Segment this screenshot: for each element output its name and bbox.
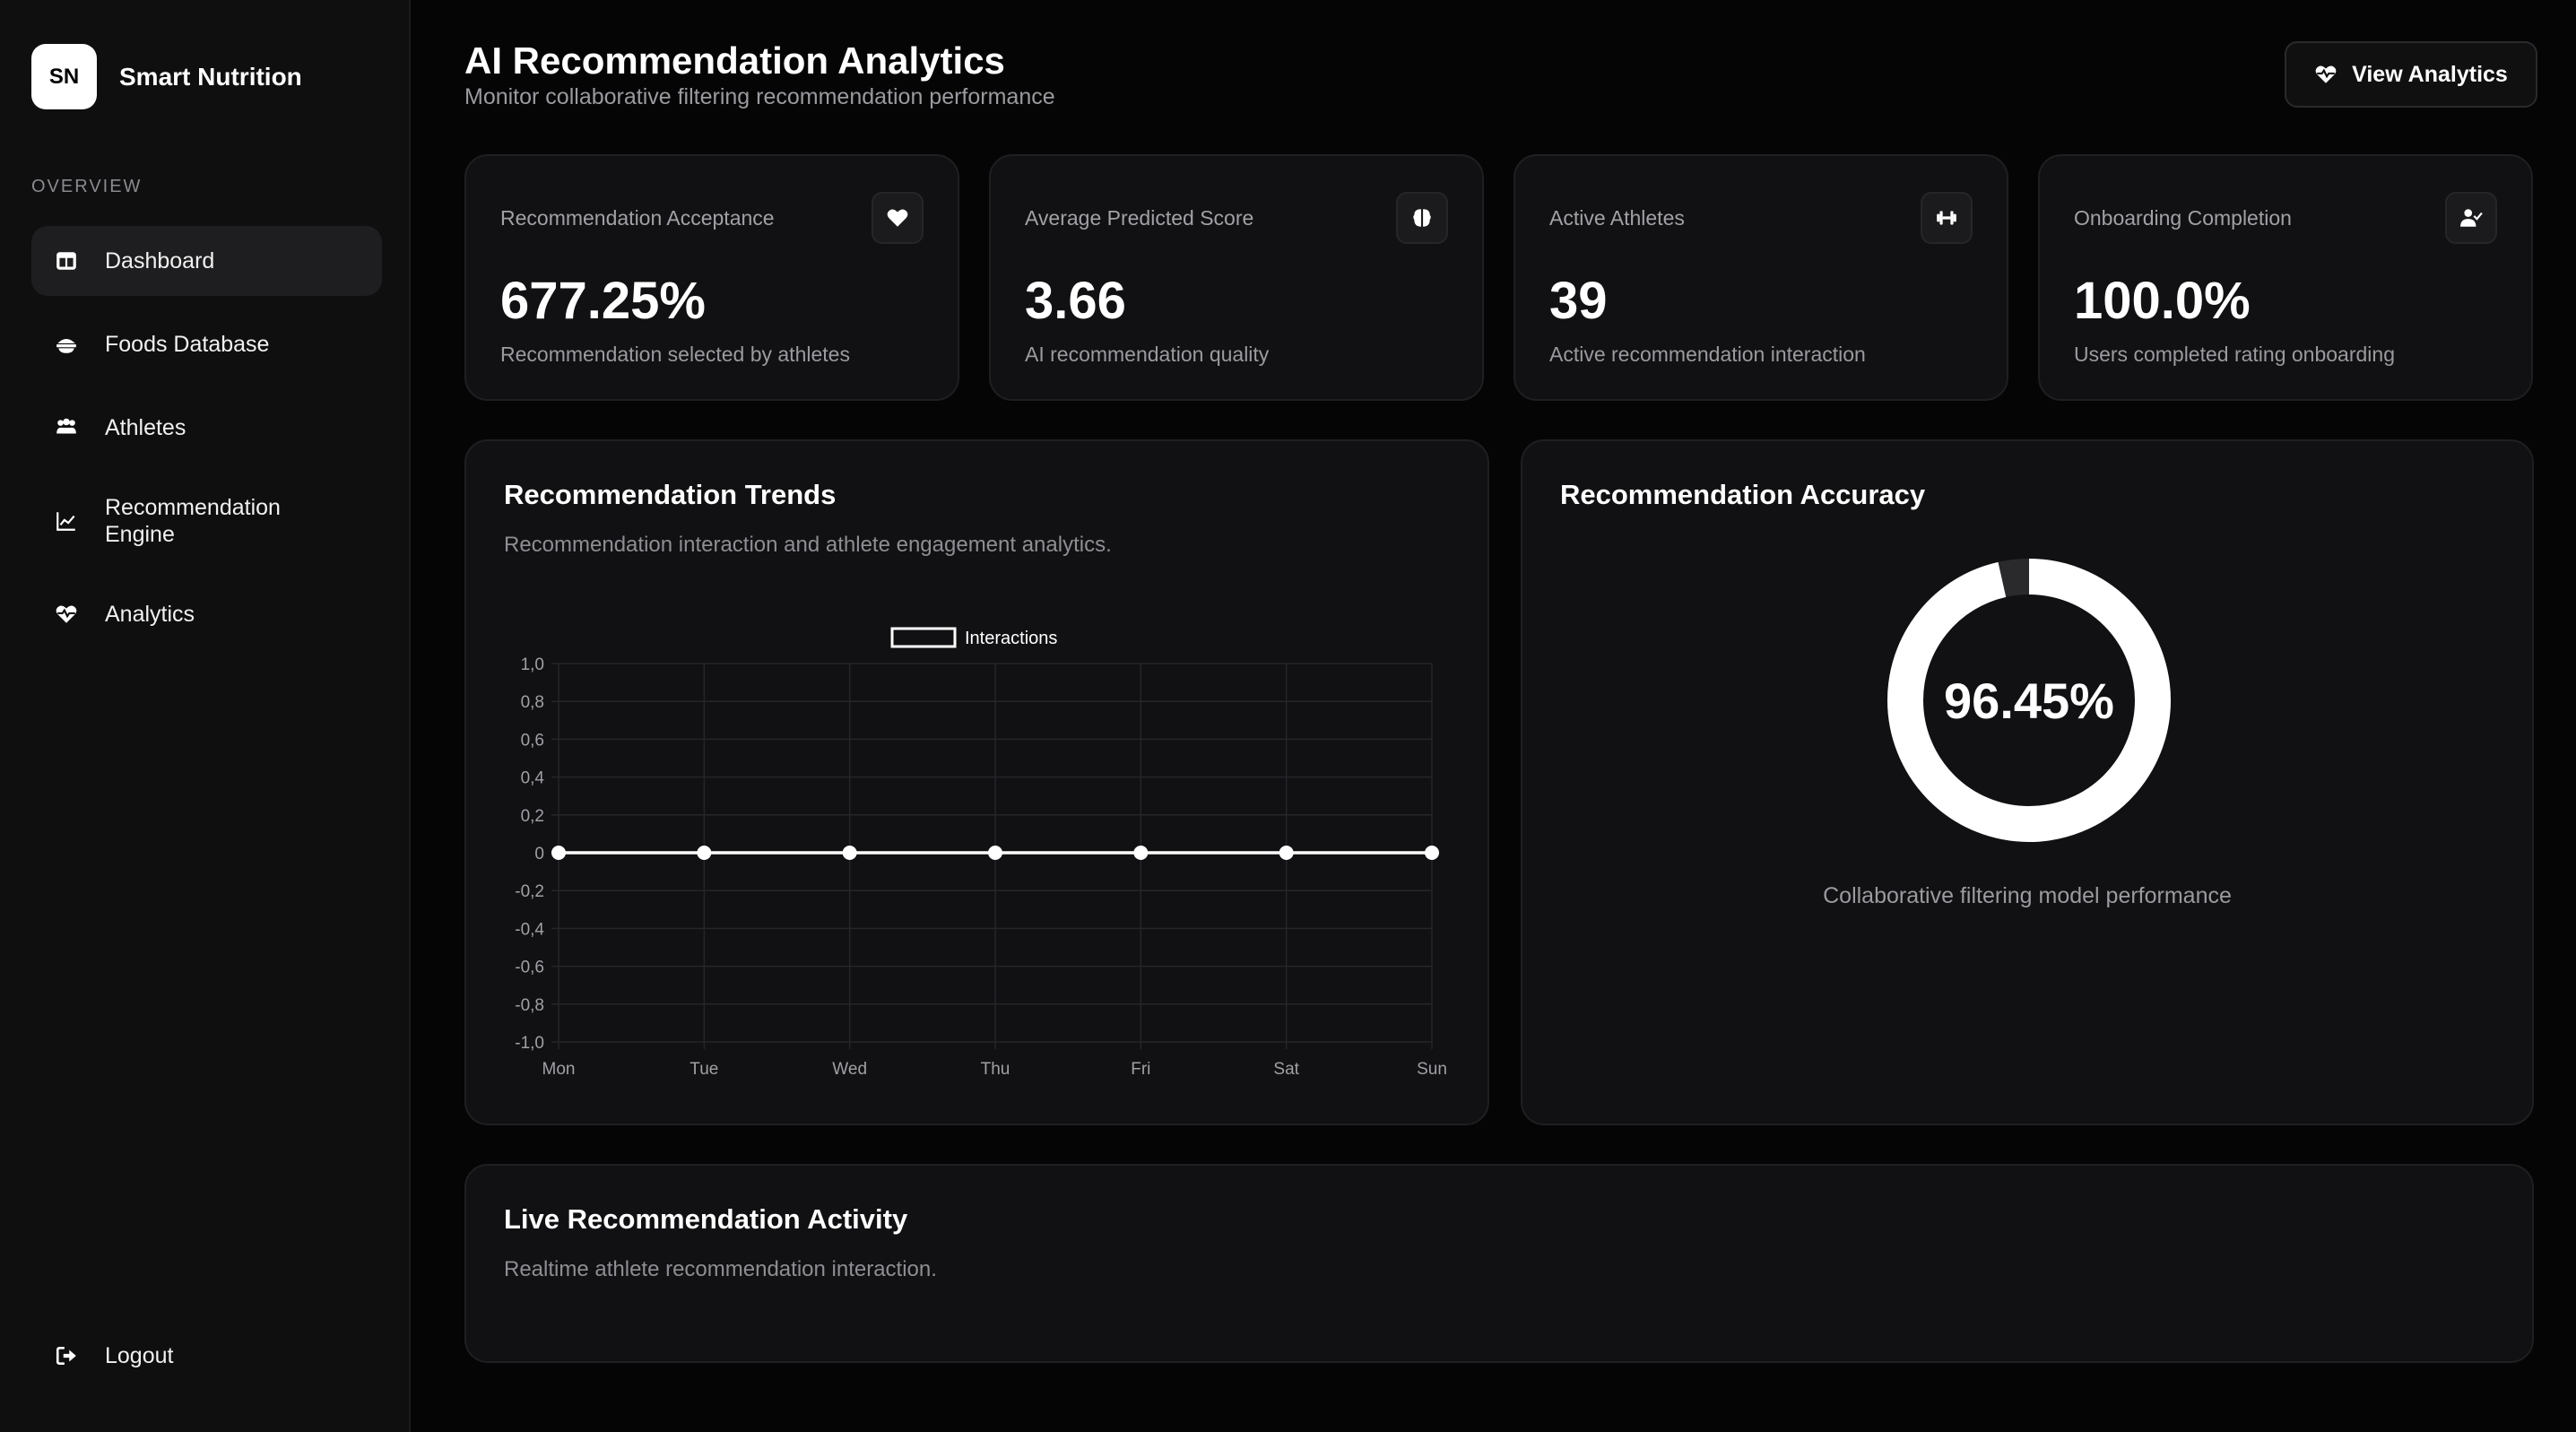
y-tick-label: 0,8 [521, 693, 544, 712]
y-tick-label: -1,0 [515, 1034, 544, 1053]
stat-value: 3.66 [1025, 272, 1126, 330]
sidebar-item-analytics[interactable]: Analytics [31, 579, 382, 649]
data-point [697, 846, 712, 860]
page-subtitle: Monitor collaborative filtering recommen… [464, 84, 1055, 109]
y-tick-label: -0,8 [515, 996, 544, 1015]
stat-card-onboarding: Onboarding Completion 100.0% Users compl… [2038, 154, 2533, 401]
dashboard-icon [55, 249, 78, 273]
brand[interactable]: SN Smart Nutrition [31, 44, 302, 109]
sidebar-nav: Dashboard Foods Database Athletes Recomm… [31, 226, 382, 663]
food-bowl-icon [55, 333, 78, 356]
y-tick-label: 0,6 [521, 731, 544, 750]
x-tick-label: Tue [690, 1060, 718, 1079]
dumbbell-icon [1921, 192, 1973, 244]
accuracy-donut-ring [1887, 559, 2171, 842]
x-tick-label: Thu [981, 1060, 1010, 1079]
y-tick-label: -0,2 [515, 882, 544, 901]
stat-description: Active recommendation interaction [1549, 343, 1866, 366]
sidebar-item-label: Athletes [105, 414, 186, 440]
card-title: Recommendation Trends [504, 479, 837, 510]
stat-description: Users completed rating onboarding [2074, 343, 2395, 366]
sidebar-item-dashboard[interactable]: Dashboard [31, 226, 382, 296]
stat-label: Onboarding Completion [2074, 206, 2292, 230]
y-tick-label: 1,0 [521, 655, 544, 674]
accuracy-value: 96.45% [1944, 672, 2114, 729]
y-tick-label: -0,4 [515, 920, 544, 939]
recommendation-trends-card: Recommendation Trends Recommendation int… [464, 439, 1489, 1125]
data-point [1279, 846, 1294, 860]
sidebar-item-foods-database[interactable]: Foods Database [31, 309, 382, 379]
card-title: Recommendation Accuracy [1560, 479, 1926, 510]
trends-line-chart[interactable]: 1,0 0,8 0,6 0,4 0,2 0 -0,2 -0,4 -0,6 -0,8 -1,0 Mon T… [466, 441, 1491, 1127]
sidebar-item-recommendation-engine[interactable]: Recommendation Engine [31, 476, 382, 566]
donut-value-arc [1887, 559, 2171, 842]
stat-label: Recommendation Acceptance [500, 206, 775, 230]
stat-card-predicted-score: Average Predicted Score 3.66 AI recommen… [989, 154, 1484, 401]
x-tick-label: Sat [1273, 1060, 1299, 1079]
stat-value: 39 [1549, 272, 1608, 330]
sidebar-item-label: Foods Database [105, 331, 270, 357]
heart-icon [872, 192, 924, 244]
x-tick-label: Wed [832, 1060, 867, 1079]
brain-icon [1396, 192, 1448, 244]
stat-value: 677.25% [500, 272, 706, 330]
heart-pulse-icon [55, 603, 78, 626]
stat-label: Active Athletes [1549, 206, 1685, 230]
accuracy-caption: Collaborative filtering model performanc… [1823, 883, 2232, 908]
y-tick-label: 0 [534, 845, 544, 864]
stat-card-acceptance: Recommendation Acceptance 677.25% Recomm… [464, 154, 959, 401]
sidebar-item-label: Analytics [105, 601, 195, 627]
live-activity-card: Live Recommendation Activity Realtime at… [464, 1164, 2534, 1363]
y-tick-label: 0,4 [521, 769, 545, 788]
logout-button[interactable]: Logout [31, 1321, 382, 1391]
data-point [551, 846, 566, 860]
user-check-icon [2445, 192, 2497, 244]
legend-label: Interactions [965, 629, 1057, 648]
y-tick-label: 0,2 [521, 807, 544, 826]
data-point [1425, 846, 1439, 860]
legend-swatch [890, 627, 957, 648]
sidebar-item-label: Recommendation Engine [105, 495, 281, 547]
stat-description: Recommendation selected by athletes [500, 343, 850, 366]
line-chart-icon [55, 509, 78, 533]
brand-logo: SN [31, 44, 97, 109]
logout-icon [55, 1344, 78, 1367]
card-title: Live Recommendation Activity [504, 1203, 908, 1235]
recommendation-accuracy-card: Recommendation Accuracy 96.45% Collabora… [1521, 439, 2534, 1125]
card-subtitle: Realtime athlete recommendation interact… [504, 1257, 937, 1281]
accuracy-donut: 96.45% [1885, 556, 2173, 845]
sidebar-section-label: OVERVIEW [31, 177, 143, 196]
sidebar: SN Smart Nutrition OVERVIEW Dashboard Fo… [0, 0, 411, 1432]
stat-description: AI recommendation quality [1025, 343, 1270, 366]
y-tick-label: -0,6 [515, 959, 544, 977]
stat-label: Average Predicted Score [1025, 206, 1254, 230]
logout-label: Logout [105, 1342, 174, 1368]
x-tick-label: Sun [1417, 1060, 1447, 1079]
main-content: AI Recommendation Analytics Monitor coll… [411, 0, 2576, 1432]
x-tick-label: Mon [542, 1060, 576, 1079]
view-analytics-button[interactable]: View Analytics [2285, 41, 2537, 108]
sidebar-item-athletes[interactable]: Athletes [31, 393, 382, 463]
data-point [842, 846, 857, 860]
stat-value: 100.0% [2074, 272, 2251, 330]
view-analytics-label: View Analytics [2352, 61, 2508, 87]
page-title: AI Recommendation Analytics [464, 39, 1005, 82]
brand-name: Smart Nutrition [119, 62, 302, 91]
users-icon [55, 416, 78, 439]
data-point [988, 846, 1002, 860]
x-tick-label: Fri [1131, 1060, 1150, 1079]
data-point [1133, 846, 1149, 860]
sidebar-item-label: Dashboard [105, 247, 215, 273]
card-subtitle: Recommendation interaction and athlete e… [504, 533, 1112, 557]
stat-card-active-athletes: Active Athletes 39 Active recommendation… [1514, 154, 2008, 401]
heart-pulse-icon [2315, 65, 2337, 83]
